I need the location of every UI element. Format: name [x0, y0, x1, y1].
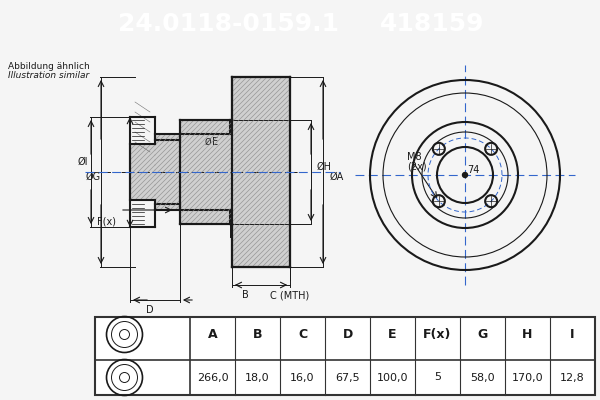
Text: G: G	[478, 328, 488, 341]
Text: (2x): (2x)	[407, 162, 427, 172]
Text: F(x): F(x)	[424, 328, 452, 341]
Text: E: E	[388, 328, 397, 341]
Bar	[155, 134, 180, 210]
Text: 266,0: 266,0	[197, 372, 229, 382]
Text: D: D	[343, 328, 353, 341]
Text: D: D	[146, 305, 154, 315]
Text: 74: 74	[467, 165, 479, 175]
Text: ØG: ØG	[85, 172, 101, 182]
Text: 24.0118-0159.1: 24.0118-0159.1	[118, 12, 338, 36]
Text: Abbildung ähnlich: Abbildung ähnlich	[8, 62, 90, 71]
Text: I: I	[570, 328, 575, 341]
Text: C (MTH): C (MTH)	[270, 290, 309, 300]
Text: M8: M8	[407, 152, 422, 162]
Bar	[232, 77, 290, 267]
Bar	[180, 120, 232, 224]
Text: A: A	[208, 328, 217, 341]
Text: 100,0: 100,0	[377, 372, 408, 382]
Text: Ø: Ø	[205, 138, 211, 146]
Text: C: C	[298, 328, 307, 341]
Text: 12,8: 12,8	[560, 372, 585, 382]
Text: B: B	[253, 328, 262, 341]
Text: 418159: 418159	[380, 12, 484, 36]
Text: ØI: ØI	[78, 157, 88, 167]
Text: ØA: ØA	[330, 172, 344, 182]
Text: H: H	[523, 328, 533, 341]
Text: F(x): F(x)	[97, 217, 116, 227]
Text: E: E	[212, 137, 218, 147]
Text: 58,0: 58,0	[470, 372, 495, 382]
Bar	[95, 317, 595, 360]
Circle shape	[463, 172, 467, 178]
Text: 18,0: 18,0	[245, 372, 270, 382]
Text: ØH: ØH	[317, 162, 332, 172]
Text: 170,0: 170,0	[512, 372, 544, 382]
Text: B: B	[242, 290, 248, 300]
Bar	[130, 144, 155, 200]
Text: Illustration similar: Illustration similar	[8, 71, 89, 80]
Text: 16,0: 16,0	[290, 372, 315, 382]
Text: 5: 5	[434, 372, 441, 382]
Bar	[95, 317, 595, 395]
Text: 67,5: 67,5	[335, 372, 360, 382]
